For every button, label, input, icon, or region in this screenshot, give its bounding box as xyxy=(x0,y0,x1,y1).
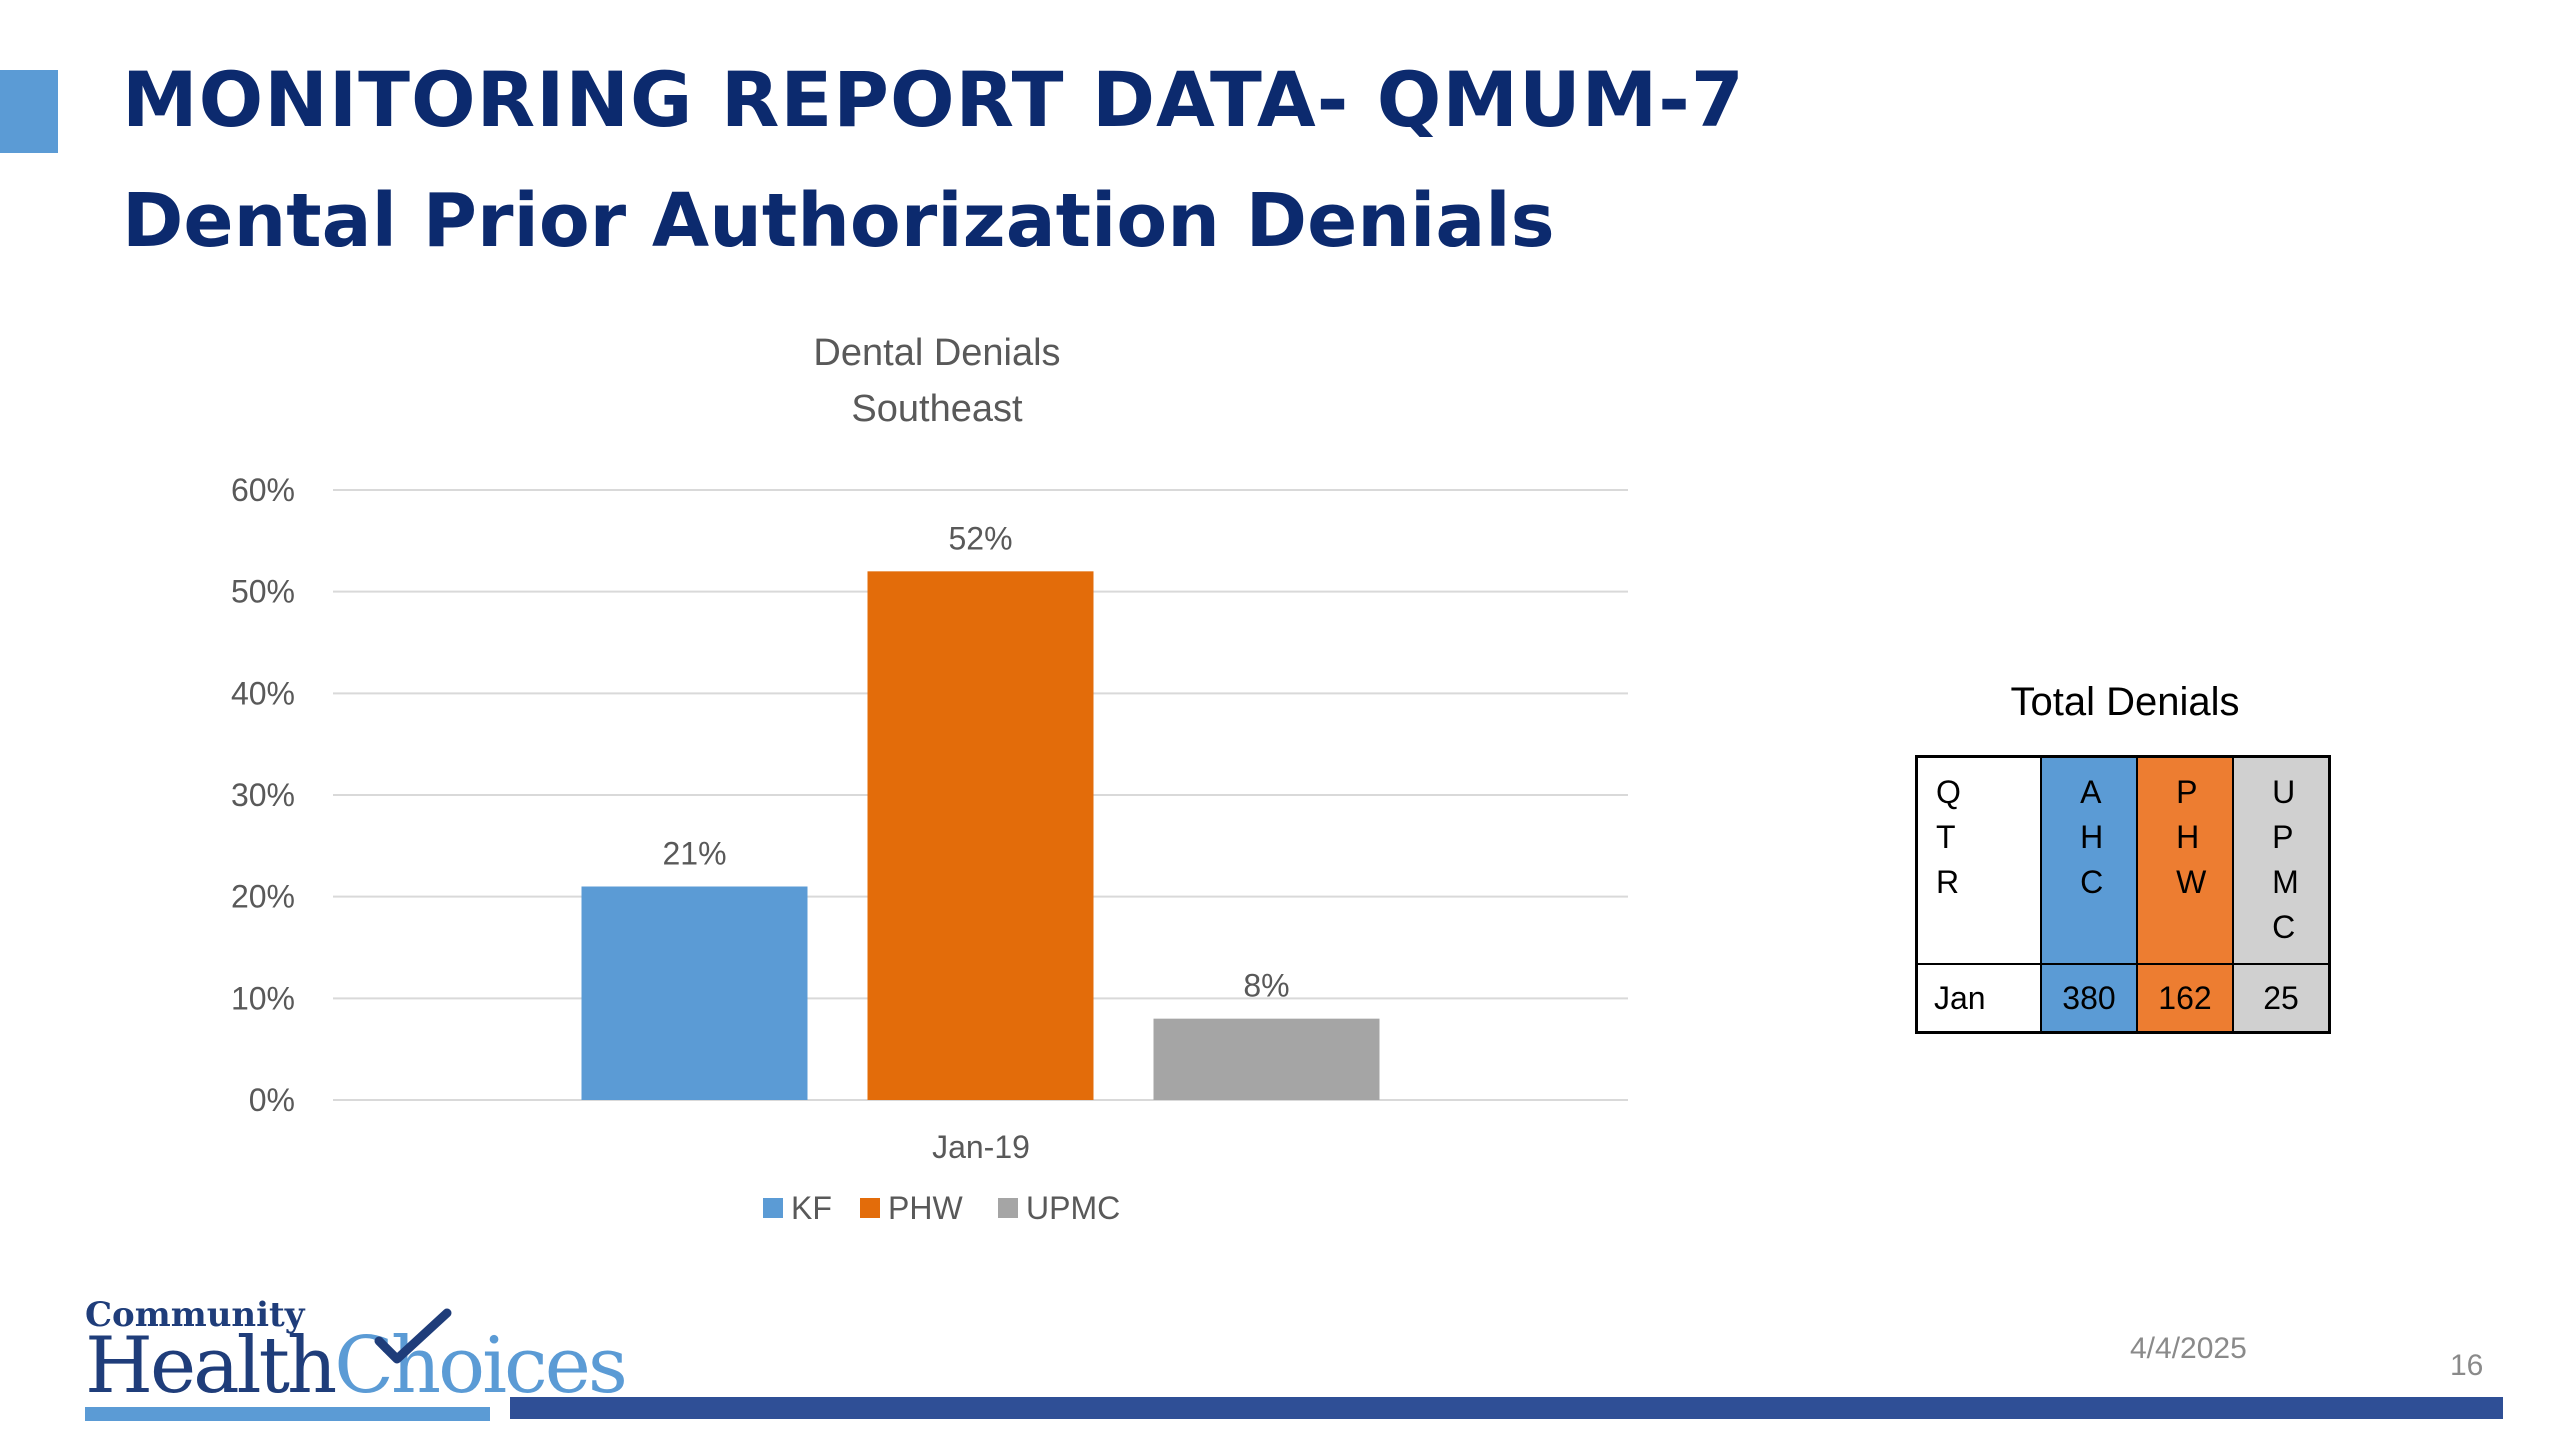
header-qtr: QTR xyxy=(1915,755,2042,965)
y-tick-label: 10% xyxy=(231,980,295,1016)
legend-label-phw: PHW xyxy=(888,1190,963,1226)
table-header-row: QTR AHC PHW UPMC xyxy=(1915,755,2331,965)
total-denials-table: QTR AHC PHW UPMC Jan 380 162 25 xyxy=(1915,755,2331,1034)
bar-phw xyxy=(867,571,1094,1100)
y-tick-label: 60% xyxy=(231,472,295,508)
header-upmc-label: UPMC xyxy=(2272,774,2299,945)
data-label-kf: 21% xyxy=(662,836,726,872)
slide-subtitle: Dental Prior Authorization Denials xyxy=(122,178,1555,264)
header-phw-label: PHW xyxy=(2176,774,2207,900)
y-tick-label: 30% xyxy=(231,777,295,813)
logo-checkmark-icon xyxy=(374,1308,452,1364)
chart-x-tick-label: Jan-19 xyxy=(932,1129,1030,1165)
legend-label-upmc: UPMC xyxy=(1026,1190,1120,1226)
community-healthchoices-logo: Community HealthChoices xyxy=(85,1295,628,1425)
chart-bars xyxy=(581,571,1380,1100)
bar-upmc xyxy=(1153,1018,1380,1100)
header-phw: PHW xyxy=(2136,755,2234,965)
chart-legend: KF PHW UPMC xyxy=(763,1190,1120,1226)
chart-subtitle: Southeast xyxy=(851,388,1023,430)
y-tick-label: 50% xyxy=(231,574,295,610)
header-qtr-label: QTR xyxy=(1936,774,1961,900)
y-tick-label: 0% xyxy=(249,1082,295,1118)
page-number: 16 xyxy=(2450,1349,2484,1382)
slide-title: MONITORING REPORT DATA- QMUM-7 xyxy=(122,55,1745,144)
slide-date: 4/4/2025 xyxy=(2130,1332,2247,1365)
legend-swatch-phw xyxy=(860,1198,880,1218)
legend-swatch-kf xyxy=(763,1198,783,1218)
data-label-phw: 52% xyxy=(948,520,1012,556)
title-accent-bar xyxy=(0,70,58,153)
data-label-upmc: 8% xyxy=(1243,968,1289,1004)
logo-community-text: Community xyxy=(85,1295,305,1335)
cell-qtr: Jan xyxy=(1915,963,2042,1034)
cell-ahc: 380 xyxy=(2040,963,2138,1034)
chart-y-axis: 0% 10% 20% 30% 40% 50% 60% xyxy=(231,472,295,1118)
logo-healthchoices-text: HealthChoices xyxy=(85,1321,628,1411)
footer-bar xyxy=(510,1397,2503,1419)
total-denials-title: Total Denials xyxy=(2010,680,2240,724)
logo-word-choices: Choices xyxy=(334,1321,628,1411)
chart-data-labels: 21% 52% 8% xyxy=(662,520,1289,1003)
dental-denials-chart: 0% 10% 20% 30% 40% 50% 60% 21% 52% 8% Dental Den… xyxy=(231,332,1628,1226)
logo-underline xyxy=(85,1407,490,1421)
bar-kf xyxy=(581,886,808,1100)
header-upmc: UPMC xyxy=(2232,755,2331,965)
logo-word-health: Health xyxy=(85,1321,337,1411)
header-ahc-label: AHC xyxy=(2080,774,2104,900)
legend-label-kf: KF xyxy=(791,1190,832,1226)
header-ahc: AHC xyxy=(2040,755,2138,965)
chart-title: Dental Denials xyxy=(813,332,1060,374)
y-tick-label: 20% xyxy=(231,879,295,915)
cell-upmc: 25 xyxy=(2232,963,2331,1034)
legend-swatch-upmc xyxy=(998,1198,1018,1218)
table-row: Jan 380 162 25 xyxy=(1915,963,2331,1034)
cell-phw: 162 xyxy=(2136,963,2234,1034)
y-tick-label: 40% xyxy=(231,675,295,711)
